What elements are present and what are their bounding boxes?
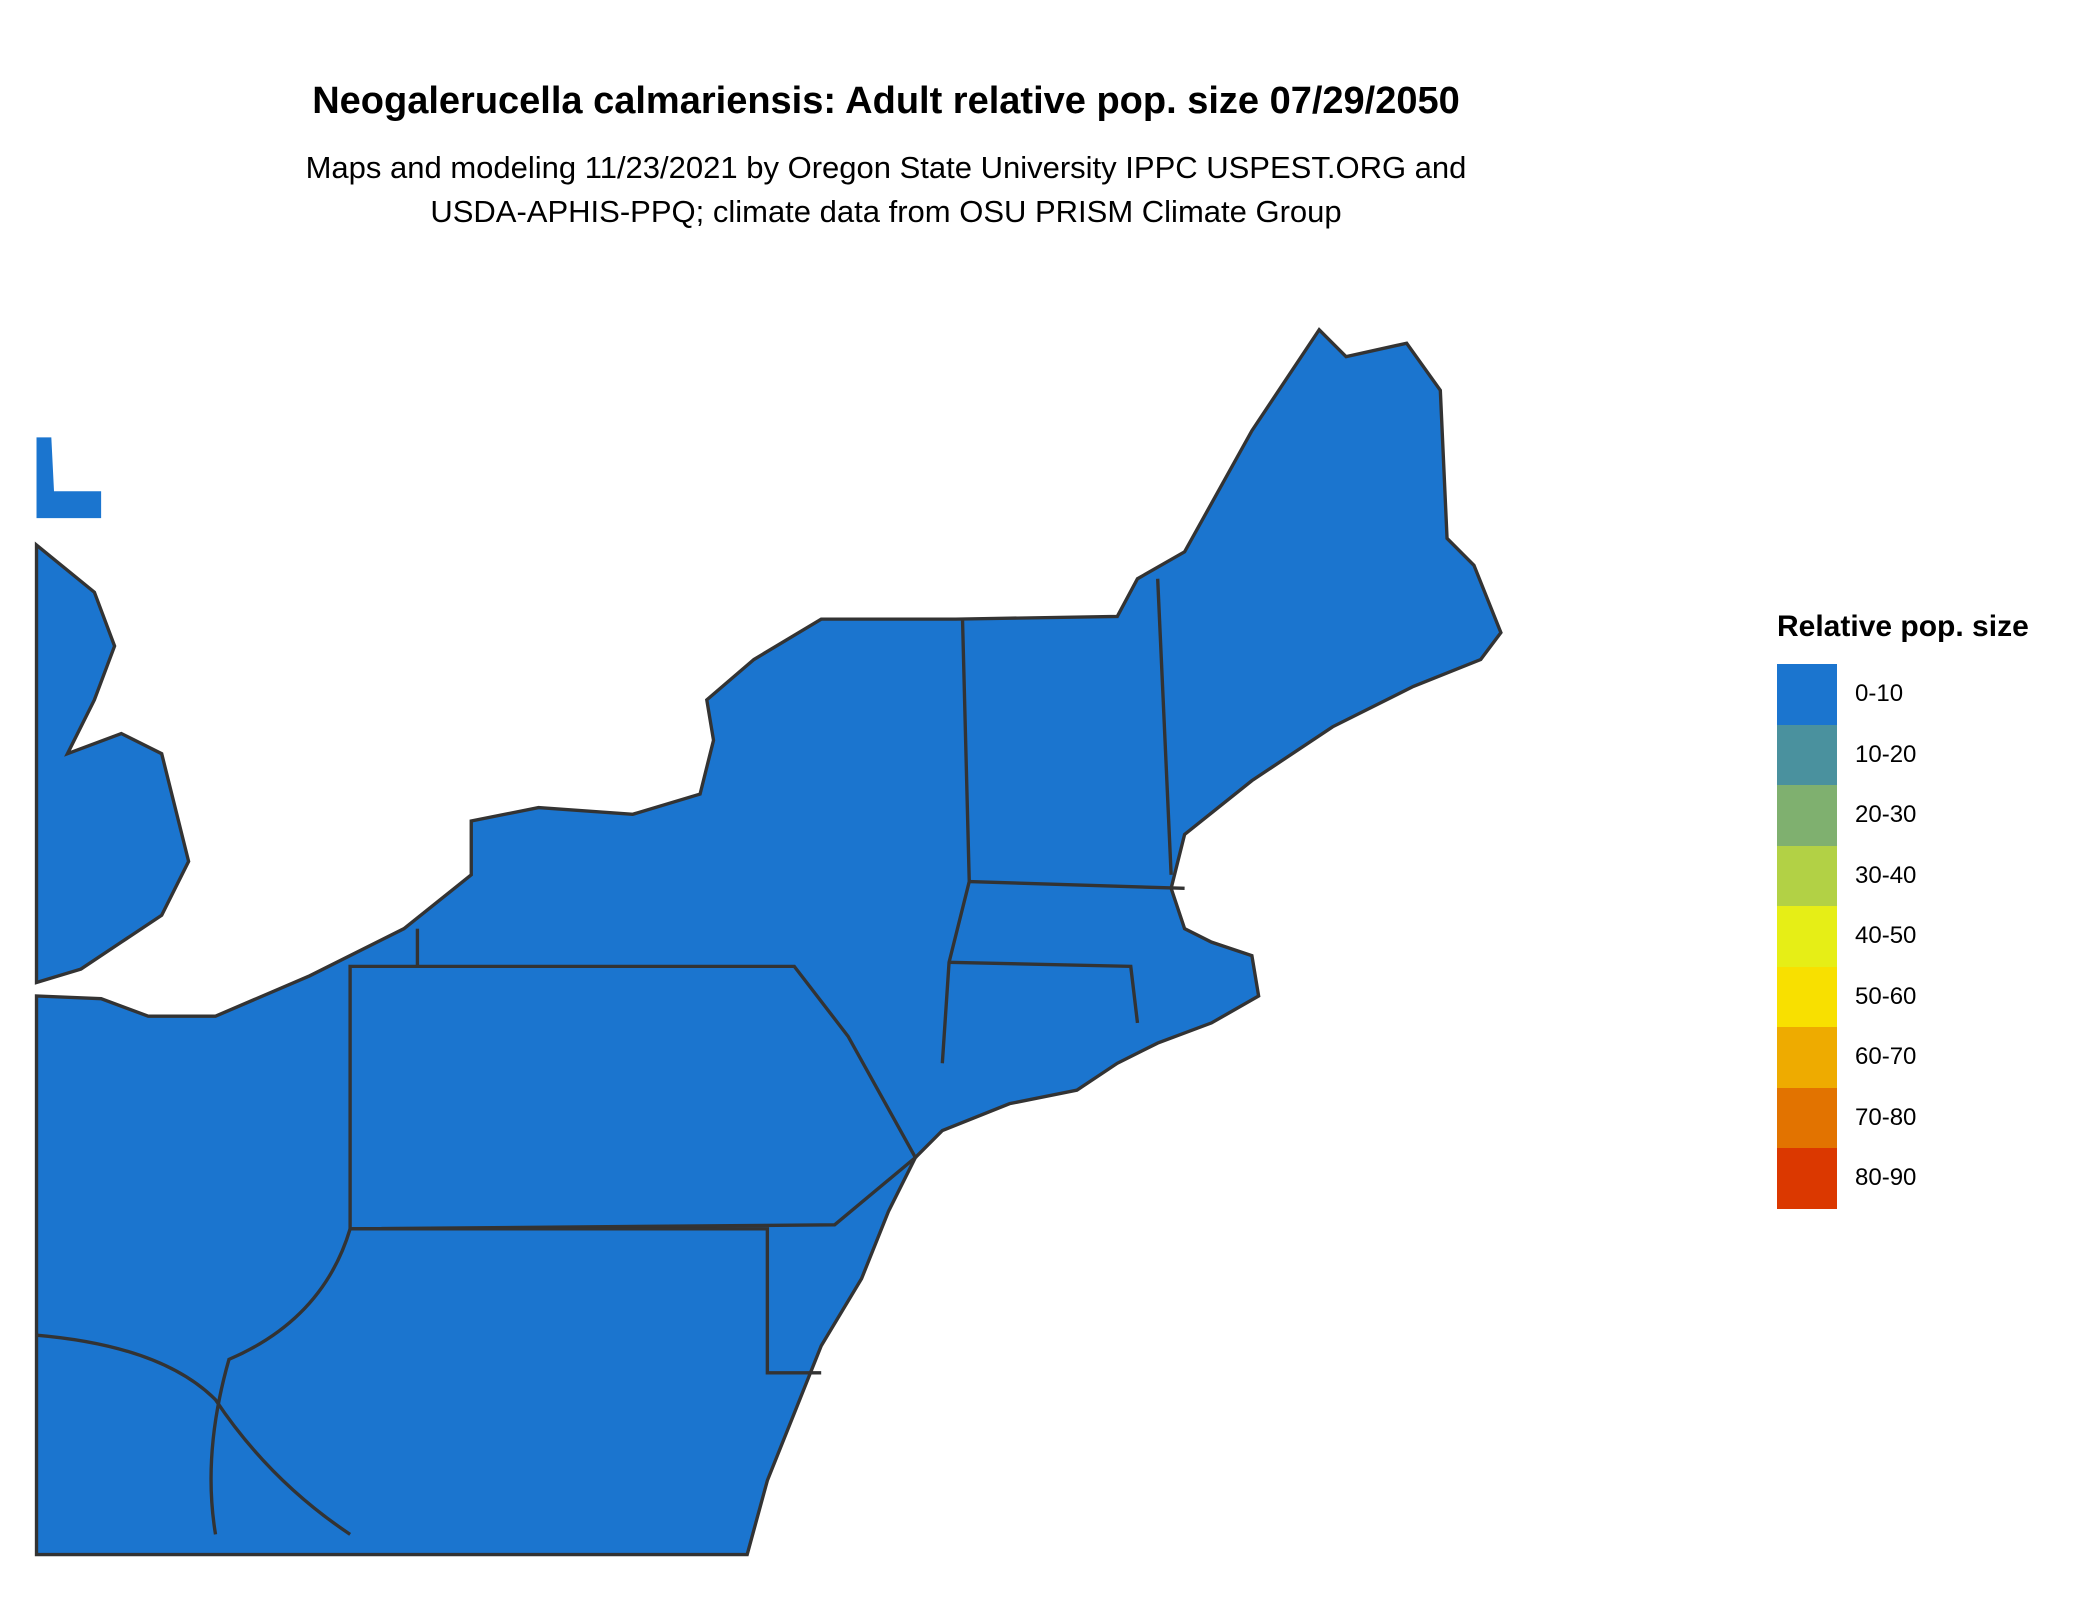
legend-item: 80-90	[1777, 1148, 2029, 1209]
legend-title: Relative pop. size	[1777, 610, 2029, 643]
legend-label: 10-20	[1855, 740, 1917, 768]
legend-swatch	[1777, 1087, 1837, 1148]
legend-swatch	[1777, 724, 1837, 785]
legend-item: 40-50	[1777, 906, 2029, 967]
legend-swatch	[1777, 1148, 1837, 1209]
legend-item: 50-60	[1777, 966, 2029, 1027]
legend-label: 30-40	[1855, 861, 1917, 889]
legend-item: 0-10	[1777, 664, 2029, 725]
legend-item: 30-40	[1777, 845, 2029, 906]
legend-swatch	[1777, 785, 1837, 846]
legend-item: 70-80	[1777, 1087, 2029, 1148]
legend-label: 50-60	[1855, 982, 1917, 1010]
legend-label: 0-10	[1855, 680, 1904, 708]
legend-item: 10-20	[1777, 724, 2029, 785]
legend-label: 80-90	[1855, 1164, 1917, 1192]
legend-swatch	[1777, 966, 1837, 1027]
legend-item: 20-30	[1777, 785, 2029, 846]
legend-swatch	[1777, 1027, 1837, 1088]
map-title: Neogalerucella calmariensis: Adult relat…	[312, 80, 1460, 122]
legend-swatch	[1777, 845, 1837, 906]
legend-label: 40-50	[1855, 922, 1917, 950]
legend-label: 70-80	[1855, 1103, 1917, 1131]
map-subtitle-line-2: USDA-APHIS-PPQ; climate data from OSU PR…	[430, 194, 1342, 229]
legend-swatch	[1777, 906, 1837, 967]
legend-item: 60-70	[1777, 1027, 2029, 1088]
map-subtitle-line-1: Maps and modeling 11/23/2021 by Oregon S…	[305, 150, 1467, 185]
legend-label: 20-30	[1855, 801, 1917, 829]
state-boundaries	[34, 328, 1503, 1557]
legend-label: 60-70	[1855, 1043, 1917, 1071]
legend: Relative pop. size 0-10 10-20 20-30 30-40 40…	[1777, 610, 2029, 1209]
legend-swatch	[1777, 664, 1837, 725]
